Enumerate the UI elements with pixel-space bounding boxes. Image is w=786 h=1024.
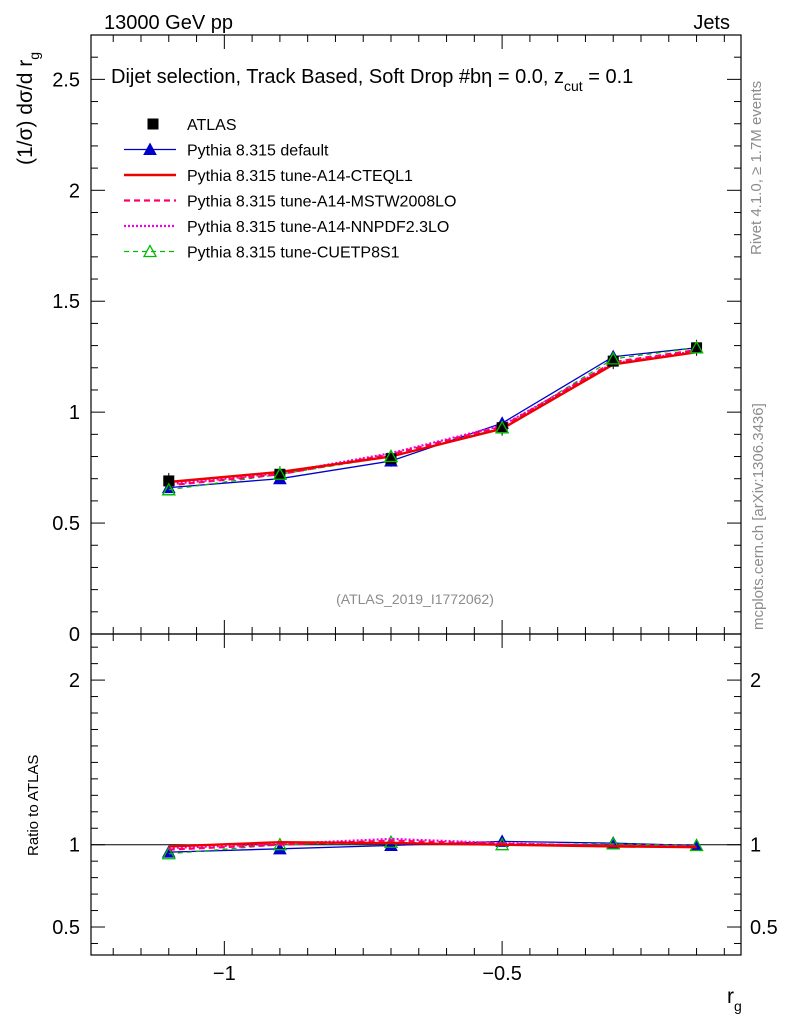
process-label: Jets — [693, 12, 730, 34]
y-tick-label: 2.5 — [52, 69, 80, 91]
mcplots-label: mcplots.cern.ch [arXiv:1306.3436] — [750, 403, 767, 630]
series-point — [161, 482, 176, 496]
series-line-pythia-8-315-tune-a14-mstw2008lo — [168, 348, 697, 487]
series-point — [689, 838, 704, 852]
atlas-data-point — [496, 422, 508, 434]
series-point — [273, 841, 287, 855]
ratio-y-tick-label-right: 2 — [750, 670, 761, 692]
ratio-y-tick-label-right: 0.5 — [750, 917, 778, 939]
ratio-frame — [90, 633, 742, 956]
series-point — [383, 449, 399, 463]
atlas-data-point — [385, 453, 397, 465]
series-line-pythia-8-315-tune-cuetp8s1 — [168, 347, 697, 491]
ratio-y-tick-label: 1 — [69, 835, 80, 857]
series-point — [689, 340, 704, 354]
atlas-data-point — [274, 468, 286, 480]
series-line-pythia-8-315-default — [168, 347, 697, 489]
main-series — [161, 339, 704, 496]
legend-label: Pythia 8.315 default — [187, 143, 329, 160]
x-tick-label: −1 — [213, 963, 236, 985]
atlas-data-point — [607, 355, 619, 367]
energy-label: 13000 GeV pp — [104, 12, 233, 34]
analysis-watermark: (ATLAS_2019_I1772062) — [336, 591, 494, 607]
rivet-version-label: Rivet 4.1.0, ≥ 1.7M events — [748, 81, 765, 255]
series-point — [606, 351, 621, 365]
y-tick-label: 0.5 — [52, 513, 80, 535]
plot-title: Dijet selection, Track Based, Soft Drop … — [111, 66, 633, 94]
y-tick-label: 1.5 — [52, 291, 80, 313]
legend-label: Pythia 8.315 tune-A14-MSTW2008LO — [187, 194, 456, 211]
legend-label: Pythia 8.315 tune-A14-NNPDF2.3LO — [187, 219, 449, 236]
ratio-y-tick-label: 2 — [69, 670, 80, 692]
x-axis-label: rg — [727, 985, 742, 1014]
y-tick-label: 0 — [69, 624, 80, 646]
atlas-data-point — [691, 342, 703, 354]
legend-marker-atlas — [147, 118, 159, 130]
legend-marker — [142, 244, 158, 258]
series-line-pythia-8-315-tune-a14-cteql1 — [168, 840, 697, 849]
ratio-y-axis-label: Ratio to ATLAS — [25, 755, 42, 856]
series-point — [495, 420, 510, 434]
series-point — [161, 846, 176, 860]
ratio-series — [161, 834, 704, 860]
atlas-data-point — [163, 475, 175, 487]
legend-label: ATLAS — [187, 117, 237, 134]
series-line-pythia-8-315-tune-a14-nnpdf2-3lo — [168, 350, 697, 486]
y-tick-label: 1 — [69, 402, 80, 424]
y-axis-label: (1/σ) dσ/d rg — [14, 52, 42, 165]
legend-label: Pythia 8.315 tune-CUETP8S1 — [187, 245, 400, 262]
legend: ATLAS Pythia 8.315 default Pythia 8.315 tu… — [124, 117, 456, 262]
ratio-y-tick-label-right: 1 — [750, 835, 761, 857]
legend-marker — [143, 142, 157, 155]
y-tick-label: 2 — [69, 180, 80, 202]
series-line-pythia-8-315-tune-a14-cteql1 — [168, 351, 697, 484]
ratio-y-tick-label: 0.5 — [52, 917, 80, 939]
series-point — [272, 466, 287, 480]
series-point — [606, 836, 621, 850]
x-tick-label: −0.5 — [482, 963, 521, 985]
legend-label: Pythia 8.315 tune-A14-CTEQL1 — [187, 168, 413, 185]
axis-ticks: −1 −0.5 0 0.5 1 1.5 2 2.5 0.5 0.5 1 1 2 2 — [52, 35, 778, 985]
series-line-pythia-8-315-tune-a14-mstw2008lo — [168, 839, 697, 851]
